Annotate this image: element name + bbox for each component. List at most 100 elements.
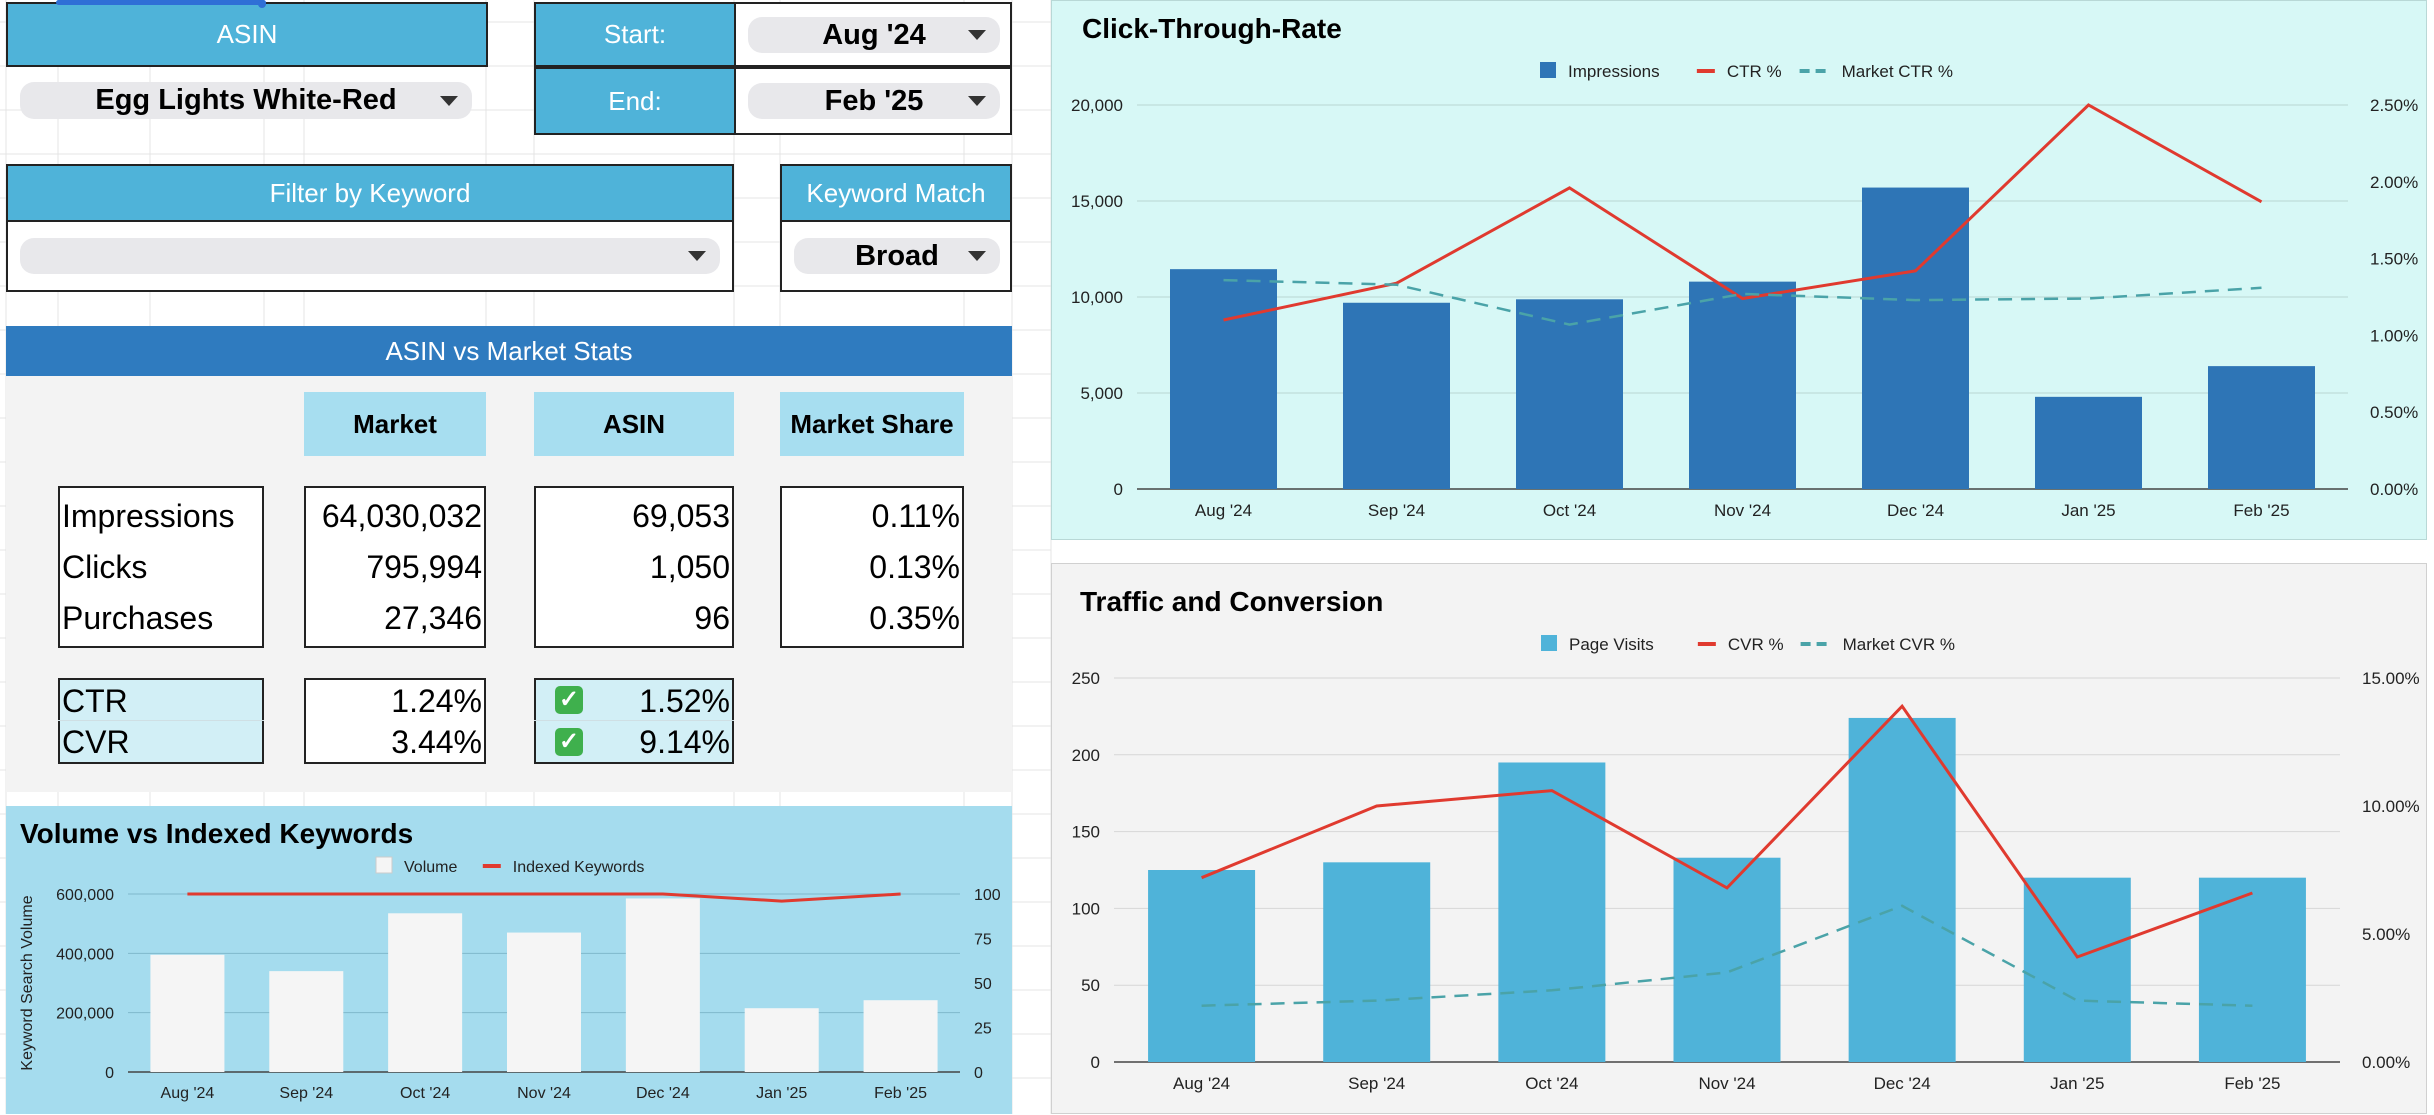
series-line-cvr- xyxy=(1201,703,2253,959)
chevron-down-icon xyxy=(968,96,986,106)
col-header-share: Market Share xyxy=(780,392,964,456)
series-line-ctr- xyxy=(1223,103,2263,322)
x-tick-label: Nov '24 xyxy=(1698,1074,1755,1093)
keyword-match-dropdown[interactable]: Broad xyxy=(794,238,1000,274)
x-tick-label: Nov '24 xyxy=(517,1085,571,1102)
y-tick-label: 250 xyxy=(1072,669,1100,688)
asin-dropdown[interactable]: Egg Lights White-Red xyxy=(20,82,472,119)
legend-swatch xyxy=(1540,62,1556,78)
col-header-asin: ASIN xyxy=(534,392,734,456)
y-tick-label: 10,000 xyxy=(1071,288,1123,307)
rate-divider xyxy=(534,720,734,721)
col-header-asin-label: ASIN xyxy=(602,408,666,439)
rate-divider xyxy=(58,720,264,721)
y2-tick-label: 2.50% xyxy=(2370,96,2418,115)
legend-label: Volume xyxy=(404,859,457,876)
x-tick-label: Jan '25 xyxy=(2050,1074,2104,1093)
share-value: 0.35% xyxy=(869,600,960,636)
x-tick-label: Sep '24 xyxy=(1368,501,1425,520)
rate-asin-value: 9.14% xyxy=(639,724,730,760)
end-month-value: Feb '25 xyxy=(824,84,924,117)
col-header-market-label: Market xyxy=(353,408,437,439)
match-header-label: Keyword Match xyxy=(806,177,986,208)
y2-tick-label: 25 xyxy=(974,1021,992,1038)
y-tick-label: 0 xyxy=(1091,1053,1100,1072)
share-value: 0.11% xyxy=(871,498,960,534)
y-tick-label: 20,000 xyxy=(1071,96,1123,115)
y2-tick-label: 1.00% xyxy=(2370,326,2418,345)
asin-value: 1,050 xyxy=(649,549,730,585)
chevron-down-icon xyxy=(968,30,986,40)
asin-header-label: ASIN xyxy=(216,19,278,49)
bar-page-visits xyxy=(1323,862,1431,1062)
row-label: Purchases xyxy=(62,600,214,636)
keyword-filter-dropdown[interactable] xyxy=(20,238,720,274)
x-tick-label: Oct '24 xyxy=(1543,501,1596,520)
x-tick-label: Dec '24 xyxy=(636,1085,690,1102)
y-tick-label: 400,000 xyxy=(56,946,114,963)
rate-market-box xyxy=(304,678,486,764)
y-tick-label: 100 xyxy=(1072,899,1100,918)
y-tick-label: 200,000 xyxy=(56,1006,114,1023)
selection-handle[interactable] xyxy=(56,0,266,5)
traffic-chart-panel[interactable]: Traffic and Conversion 0 50 100 150 200 250 0.… xyxy=(1051,563,2427,1114)
start-label: Start: xyxy=(603,19,667,49)
ctr-chart: 0 5,000 10,000 15,000 20,000 0.00% 0.50% 1.00% 1… xyxy=(1071,62,2418,520)
y-tick-label: 150 xyxy=(1072,823,1100,842)
x-tick-label: Oct '24 xyxy=(400,1085,450,1102)
legend-swatch xyxy=(375,856,393,874)
rate-label-box xyxy=(58,678,264,764)
share-value: 0.13% xyxy=(869,549,960,585)
check-icon: ✓ xyxy=(555,728,583,756)
chevron-down-icon xyxy=(968,251,986,261)
x-tick-label: Aug '24 xyxy=(1173,1074,1230,1093)
y2-tick-label: 0.00% xyxy=(2362,1053,2410,1072)
chart-title: Volume vs Indexed Keywords xyxy=(20,818,414,849)
asin-value: 96 xyxy=(694,600,730,636)
bar-impressions xyxy=(1170,269,1277,489)
match-header: Keyword Match xyxy=(780,164,1012,222)
x-tick-label: Dec '24 xyxy=(1874,1074,1931,1093)
y2-tick-label: 1.50% xyxy=(2370,250,2418,269)
metric-label-box xyxy=(58,486,264,648)
row-label: Impressions xyxy=(62,498,235,534)
y-tick-label: 0 xyxy=(105,1065,114,1082)
y2-tick-label: 5.00% xyxy=(2362,925,2410,944)
bar-impressions xyxy=(1516,299,1623,489)
volume-chart: 0 200,000 400,000 600,000 0 25 50 75 100 Aug '24 S… xyxy=(19,856,1001,1102)
bar-impressions xyxy=(2208,366,2315,489)
legend-label: Indexed Keywords xyxy=(513,859,645,876)
market-value: 27,346 xyxy=(384,600,482,636)
chevron-down-icon xyxy=(688,251,706,261)
filter-header: Filter by Keyword xyxy=(6,164,734,222)
series-line-indexed-keywords xyxy=(187,892,901,903)
legend-label: Page Visits xyxy=(1569,635,1654,654)
x-tick-label: Oct '24 xyxy=(1525,1074,1578,1093)
volume-chart-panel[interactable]: Volume vs Indexed Keywords 0 200,000 400,0… xyxy=(6,806,1012,1114)
x-tick-label: Sep '24 xyxy=(1348,1074,1405,1093)
asin-value-box xyxy=(534,486,734,648)
col-header-share-label: Market Share xyxy=(790,408,954,439)
end-label: End: xyxy=(608,85,662,116)
y-tick-label: 50 xyxy=(1081,976,1100,995)
selection-handle-dot[interactable] xyxy=(258,0,266,8)
y2-tick-label: 0.50% xyxy=(2370,403,2418,422)
x-tick-label: Feb '25 xyxy=(874,1085,927,1102)
chart-title: Traffic and Conversion xyxy=(1080,586,1384,617)
y-tick-label: 600,000 xyxy=(56,887,114,904)
y-tick-label: 200 xyxy=(1072,746,1100,765)
y2-tick-label: 2.00% xyxy=(2370,173,2418,192)
chart-title: Click-Through-Rate xyxy=(1082,13,1342,44)
traffic-chart: 0 50 100 150 200 250 0.00% 5.00% 10.00% 15.00% Aug… xyxy=(1072,635,2420,1093)
x-tick-label: Aug '24 xyxy=(161,1085,215,1102)
bar-volume xyxy=(150,954,225,1072)
ctr-chart-panel[interactable]: Click-Through-Rate 0 5,000 10,000 15,000 20,… xyxy=(1051,0,2427,540)
chevron-down-icon xyxy=(440,95,458,106)
bar-impressions xyxy=(1689,281,1796,489)
end-month-dropdown[interactable]: Feb '25 xyxy=(748,83,1000,119)
rate-market-value: 3.44% xyxy=(391,724,482,760)
bar-volume xyxy=(507,932,581,1072)
start-month-dropdown[interactable]: Aug '24 xyxy=(748,17,1000,53)
market-value: 64,030,032 xyxy=(321,498,482,534)
y2-tick-label: 15.00% xyxy=(2362,669,2420,688)
